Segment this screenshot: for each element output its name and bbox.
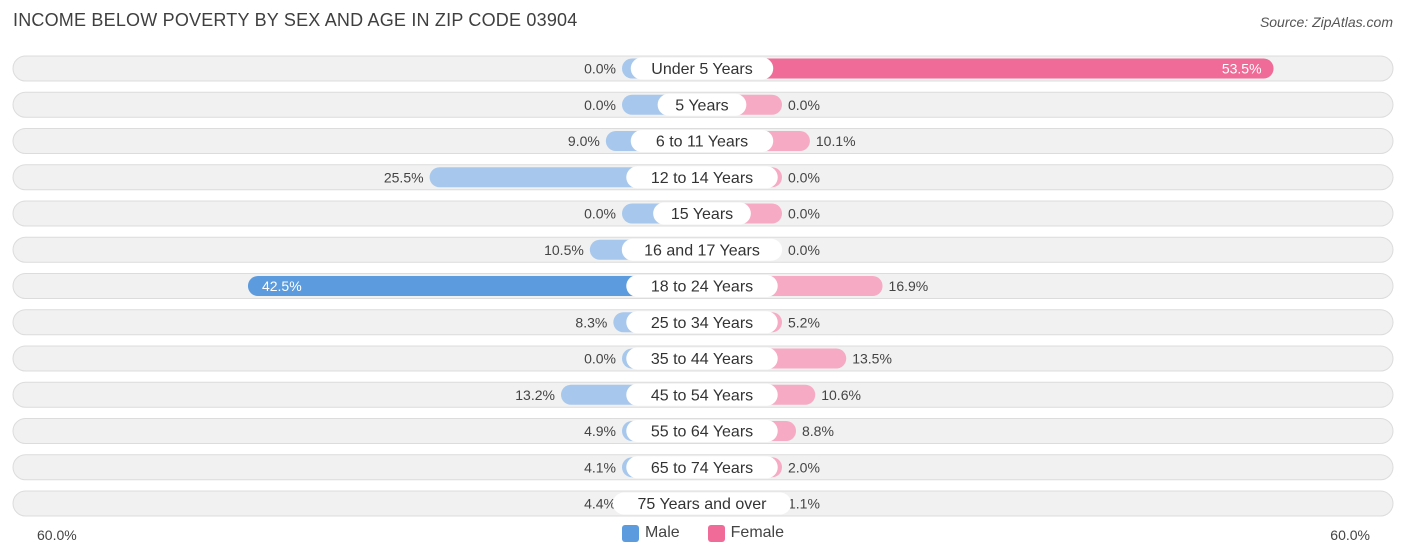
category-label: 45 to 54 Years — [651, 387, 753, 404]
axis-left-label: 60.0% — [37, 527, 77, 543]
female-value-label: 0.0% — [788, 242, 820, 258]
legend-item-male[interactable]: Male — [621, 524, 680, 542]
category-pill — [626, 311, 778, 334]
category-pill — [621, 238, 783, 261]
category-pill — [612, 492, 792, 515]
male-value-label: 0.0% — [584, 97, 616, 113]
legend-item-female[interactable]: Female — [707, 524, 785, 542]
female-value-label: 13.5% — [852, 351, 892, 367]
category-pill — [630, 57, 774, 80]
male-value-label: 4.9% — [584, 423, 616, 439]
category-pill — [657, 93, 747, 116]
legend: Male Female — [0, 524, 1406, 542]
category-pill — [626, 456, 778, 479]
male-value-label: 0.0% — [584, 61, 616, 77]
category-label: 65 to 74 Years — [651, 460, 753, 477]
category-label: Under 5 Years — [651, 61, 752, 78]
chart-title: INCOME BELOW POVERTY BY SEX AND AGE IN Z… — [13, 10, 578, 30]
category-pill — [626, 166, 778, 189]
male-value-label: 25.5% — [384, 169, 424, 185]
female-swatch — [707, 524, 725, 542]
female-value-label: 10.1% — [816, 133, 856, 149]
bar-chart: 0.0% 53.5% Under 5 Years 0.0% 0.0% 5 Years 9.0… — [12, 55, 1394, 517]
legend-label-female: Female — [730, 524, 785, 541]
category-label: 6 to 11 Years — [656, 134, 748, 151]
male-value-label: 42.5% — [262, 278, 302, 294]
category-label: 25 to 34 Years — [651, 315, 753, 332]
male-value-label: 10.5% — [544, 242, 584, 258]
male-value-label: 4.1% — [584, 459, 616, 475]
category-pill — [653, 202, 751, 225]
category-label: 16 and 17 Years — [644, 242, 760, 259]
male-value-label: 4.4% — [584, 496, 616, 512]
female-value-label: 0.0% — [788, 206, 820, 222]
male-value-label: 13.2% — [515, 387, 555, 403]
source-note: Source: ZipAtlas.com — [1259, 14, 1393, 30]
axis-right-label: 60.0% — [1330, 527, 1370, 543]
legend-label-male: Male — [644, 524, 680, 541]
male-value-label: 8.3% — [575, 314, 607, 330]
category-pill — [626, 383, 778, 406]
category-pill — [626, 420, 778, 442]
male-value-label: 9.0% — [568, 133, 600, 149]
category-label: 5 Years — [675, 97, 728, 114]
category-label: 12 to 14 Years — [651, 170, 753, 187]
female-value-label: 16.9% — [889, 278, 929, 294]
female-bar — [702, 58, 1274, 79]
category-label: 55 to 64 Years — [651, 424, 753, 441]
male-swatch — [621, 524, 639, 542]
female-value-label: 0.0% — [788, 169, 820, 185]
female-value-label: 5.2% — [788, 314, 820, 330]
male-value-label: 0.0% — [584, 206, 616, 222]
category-pill — [626, 347, 778, 370]
female-value-label: 1.1% — [788, 496, 820, 512]
category-label: 75 Years and over — [638, 496, 768, 513]
category-pill — [630, 130, 774, 152]
female-value-label: 0.0% — [788, 97, 820, 113]
category-label: 35 to 44 Years — [651, 351, 753, 368]
category-label: 15 Years — [671, 206, 733, 223]
category-pill — [626, 275, 778, 297]
female-value-label: 10.6% — [821, 387, 861, 403]
female-value-label: 8.8% — [802, 423, 834, 439]
female-value-label: 2.0% — [788, 459, 820, 475]
male-value-label: 0.0% — [584, 351, 616, 367]
category-label: 18 to 24 Years — [651, 279, 753, 296]
female-value-label: 53.5% — [1222, 61, 1262, 77]
male-bar — [247, 276, 703, 296]
